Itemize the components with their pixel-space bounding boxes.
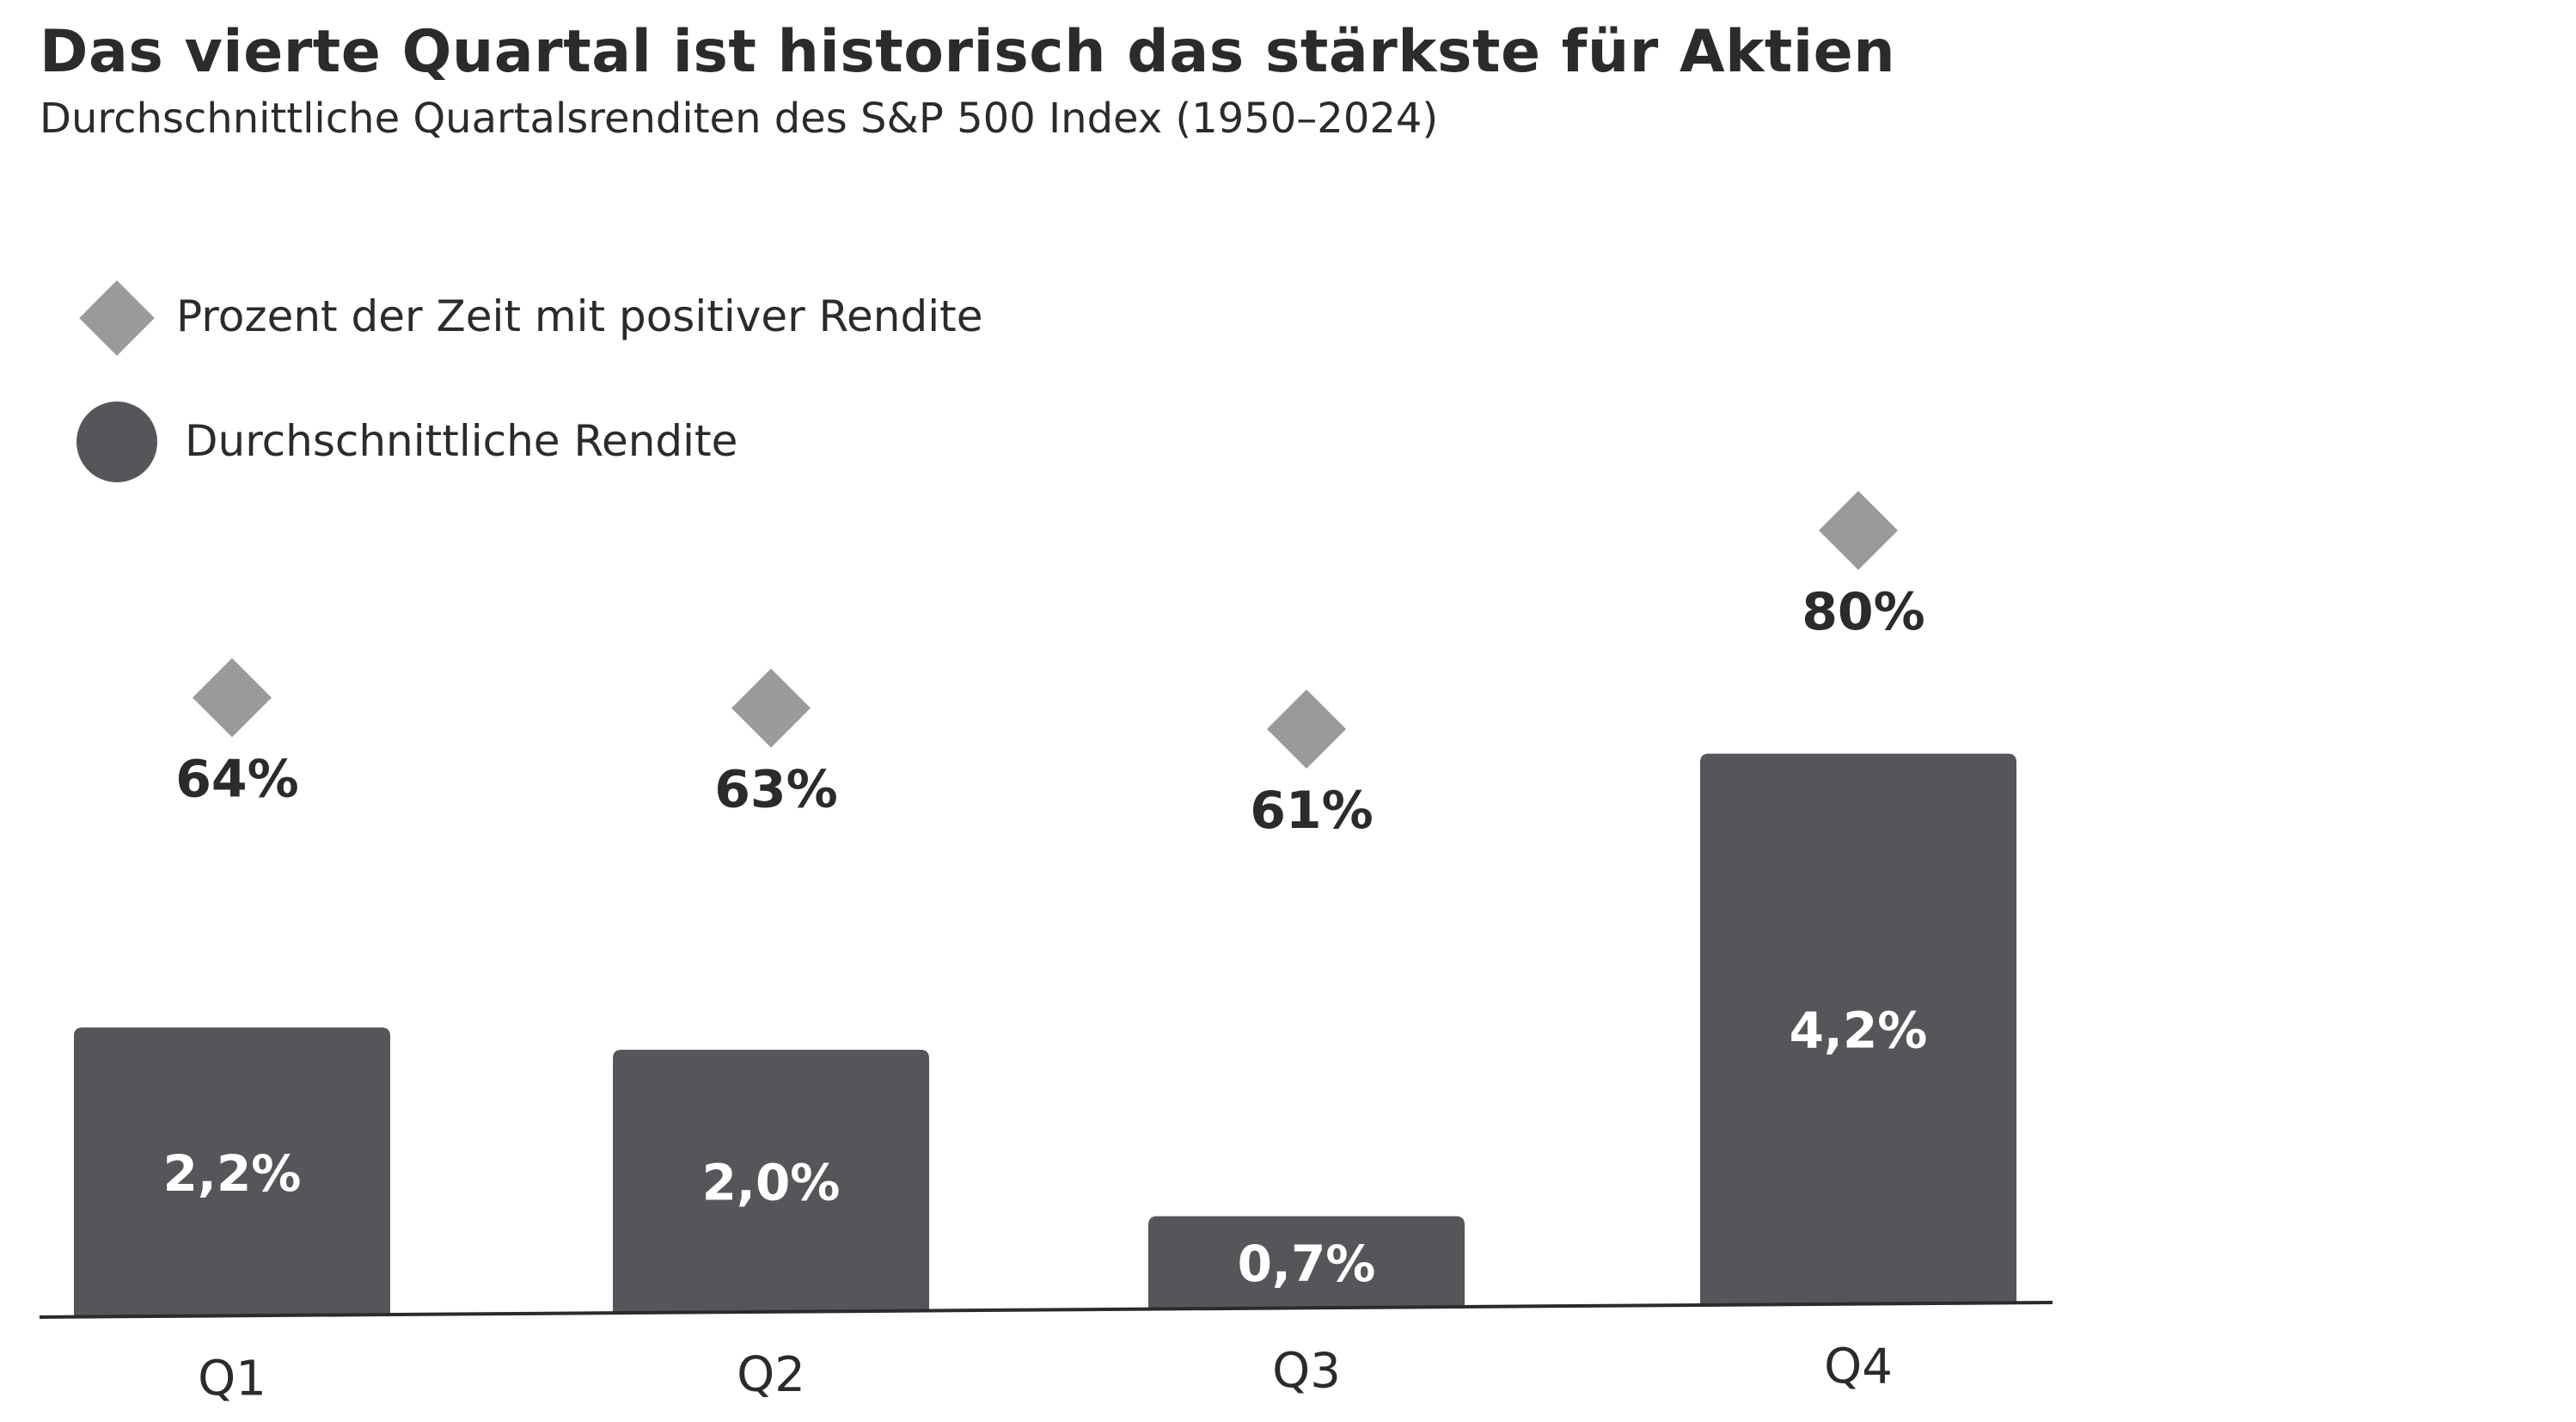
chart-marks: 2,2% 64% Q1 2,0% 63% Q2 0,7% 61% Q3 4,2% 80% Q4 bbox=[74, 491, 2016, 1407]
x-tick-label-q3: Q3 bbox=[1272, 1343, 1341, 1399]
marker-label-q3: 61% bbox=[1250, 781, 1374, 841]
chart-subtitle: Durchschnittliche Quartalsrenditen des S… bbox=[40, 95, 1439, 143]
bar-label-q1: 2,2% bbox=[163, 1144, 302, 1203]
marker-q3 bbox=[1267, 690, 1346, 769]
marker-q2 bbox=[731, 668, 811, 748]
legend-circle-icon bbox=[76, 401, 157, 482]
marker-q4 bbox=[1819, 491, 1898, 570]
legend-diamond-icon bbox=[79, 280, 155, 356]
legend: Prozent der Zeit mit positiver Rendite D… bbox=[76, 280, 982, 482]
marker-label-q4: 80% bbox=[1802, 582, 1925, 642]
legend-label-positive-share: Prozent der Zeit mit positiver Rendite bbox=[176, 291, 982, 341]
bar-label-q3: 0,7% bbox=[1238, 1235, 1376, 1293]
bar-q4 bbox=[1700, 753, 2016, 1304]
marker-label-q2: 63% bbox=[714, 760, 838, 820]
bar-q3 bbox=[1148, 1216, 1465, 1309]
bar-q2 bbox=[613, 1050, 929, 1312]
x-tick-label-q1: Q1 bbox=[198, 1351, 266, 1407]
marker-label-q1: 64% bbox=[175, 750, 299, 810]
bar-label-q2: 2,0% bbox=[702, 1153, 841, 1211]
chart-title: Das vierte Quartal ist historisch das st… bbox=[40, 18, 1896, 86]
bar-q1 bbox=[74, 1027, 390, 1316]
marker-q1 bbox=[193, 658, 272, 738]
legend-label-average-return: Durchschnittliche Rendite bbox=[185, 416, 737, 466]
x-tick-label-q4: Q4 bbox=[1824, 1339, 1893, 1395]
bar-label-q4: 4,2% bbox=[1790, 1002, 1928, 1060]
x-tick-label-q2: Q2 bbox=[737, 1347, 805, 1403]
x-axis-line bbox=[39, 1301, 2053, 1319]
